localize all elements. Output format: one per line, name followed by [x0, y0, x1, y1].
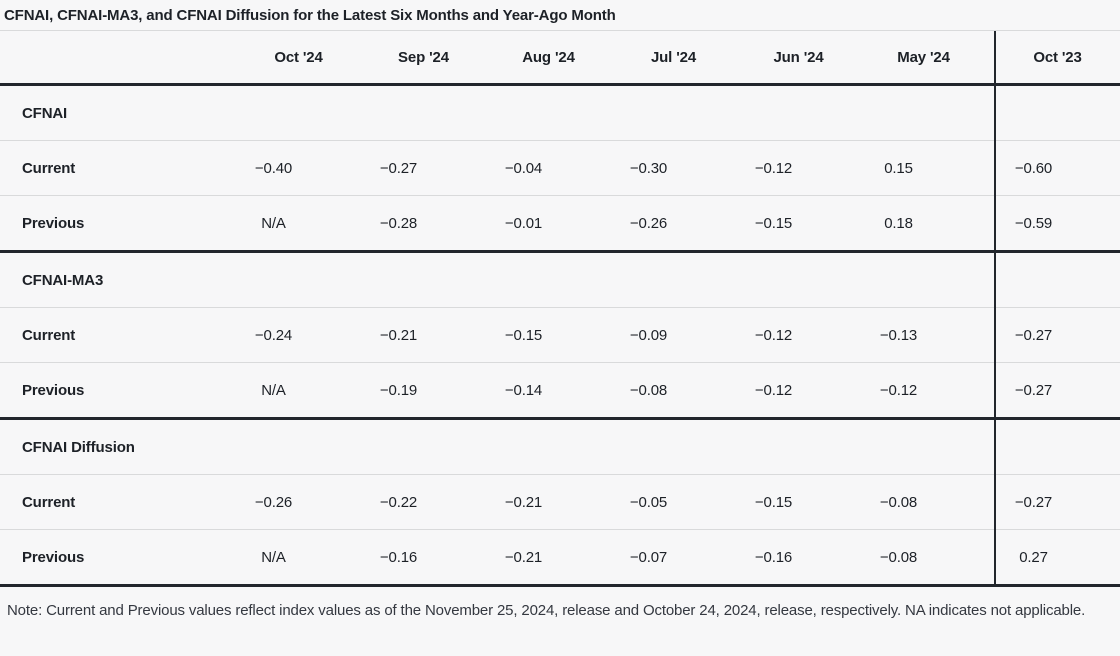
page-title: CFNAI, CFNAI-MA3, and CFNAI Diffusion fo… [0, 0, 1120, 31]
value-cell: −0.16 [754, 548, 793, 566]
table-header-row: Oct '24 Sep '24 Aug '24 Jul '24 Jun '24 … [0, 31, 1120, 86]
value-cell: −0.04 [504, 159, 543, 177]
column-header: Sep '24 [398, 48, 449, 66]
value-cell: −0.07 [629, 548, 668, 566]
row-label: Previous [22, 548, 85, 566]
column-header-year-ago: Oct '23 [1033, 48, 1082, 66]
column-header: May '24 [897, 48, 950, 66]
table-footnote: Note: Current and Previous values reflec… [7, 602, 1086, 619]
value-cell: −0.01 [504, 214, 543, 232]
section-header-row: CFNAI Diffusion [0, 420, 1120, 475]
table-row: Current −0.40 −0.27 −0.04 −0.30 −0.12 0.… [0, 141, 1120, 196]
value-cell-year-ago: −0.59 [1014, 214, 1053, 232]
section-title: CFNAI [22, 104, 68, 122]
section-header-row: CFNAI-MA3 [0, 253, 1120, 308]
table-row: Previous N/A −0.19 −0.14 −0.08 −0.12 −0.… [0, 363, 1120, 417]
row-label: Current [22, 159, 76, 177]
row-label: Current [22, 493, 76, 511]
value-cell: N/A [261, 381, 286, 399]
value-cell-year-ago: 0.27 [1019, 548, 1048, 566]
value-cell: −0.28 [379, 214, 418, 232]
section-cfnai: CFNAI Current −0.40 −0.27 −0.04 −0.30 −0… [0, 86, 1120, 253]
value-cell: −0.30 [629, 159, 668, 177]
value-cell: −0.21 [504, 548, 543, 566]
section-title: CFNAI Diffusion [22, 438, 135, 456]
column-header: Aug '24 [522, 48, 575, 66]
value-cell-year-ago: −0.27 [1014, 493, 1053, 511]
value-cell: −0.15 [754, 493, 793, 511]
value-cell: N/A [261, 214, 286, 232]
column-header: Jul '24 [650, 48, 697, 66]
value-cell: −0.15 [754, 214, 793, 232]
value-cell: −0.13 [879, 326, 918, 344]
value-cell: −0.40 [254, 159, 293, 177]
table-row: Previous N/A −0.28 −0.01 −0.26 −0.15 0.1… [0, 196, 1120, 250]
section-cfnai-ma3: CFNAI-MA3 Current −0.24 −0.21 −0.15 −0.0… [0, 253, 1120, 420]
value-cell: −0.09 [629, 326, 668, 344]
value-cell: −0.22 [379, 493, 418, 511]
value-cell: −0.12 [879, 381, 918, 399]
value-cell: −0.08 [879, 548, 918, 566]
value-cell: −0.15 [504, 326, 543, 344]
section-header-row: CFNAI [0, 86, 1120, 141]
table-row: Previous N/A −0.16 −0.21 −0.07 −0.16 −0.… [0, 530, 1120, 584]
column-header: Jun '24 [773, 48, 824, 66]
row-label: Previous [22, 381, 85, 399]
value-cell: 0.18 [884, 214, 913, 232]
value-cell: −0.24 [254, 326, 293, 344]
value-cell: −0.12 [754, 381, 793, 399]
section-title: CFNAI-MA3 [22, 271, 104, 289]
row-label: Current [22, 326, 76, 344]
row-label: Previous [22, 214, 85, 232]
value-cell-year-ago: −0.60 [1014, 159, 1053, 177]
column-header: Oct '24 [274, 48, 323, 66]
section-cfnai-diffusion: CFNAI Diffusion Current −0.26 −0.22 −0.2… [0, 420, 1120, 587]
value-cell: −0.05 [629, 493, 668, 511]
value-cell: 0.15 [884, 159, 913, 177]
value-cell: −0.08 [879, 493, 918, 511]
value-cell: −0.26 [629, 214, 668, 232]
value-cell: −0.26 [254, 493, 293, 511]
value-cell-year-ago: −0.27 [1014, 381, 1053, 399]
value-cell: −0.12 [754, 326, 793, 344]
table-row: Current −0.24 −0.21 −0.15 −0.09 −0.12 −0… [0, 308, 1120, 363]
table-row: Current −0.26 −0.22 −0.21 −0.05 −0.15 −0… [0, 475, 1120, 530]
value-cell: −0.21 [504, 493, 543, 511]
value-cell: −0.14 [504, 381, 543, 399]
value-cell: −0.21 [379, 326, 418, 344]
value-cell: −0.16 [379, 548, 418, 566]
value-cell: −0.19 [379, 381, 418, 399]
value-cell: N/A [261, 548, 286, 566]
year-ago-divider-rule [994, 31, 996, 587]
value-cell: −0.12 [754, 159, 793, 177]
value-cell-year-ago: −0.27 [1014, 326, 1053, 344]
value-cell: −0.27 [379, 159, 418, 177]
value-cell: −0.08 [629, 381, 668, 399]
